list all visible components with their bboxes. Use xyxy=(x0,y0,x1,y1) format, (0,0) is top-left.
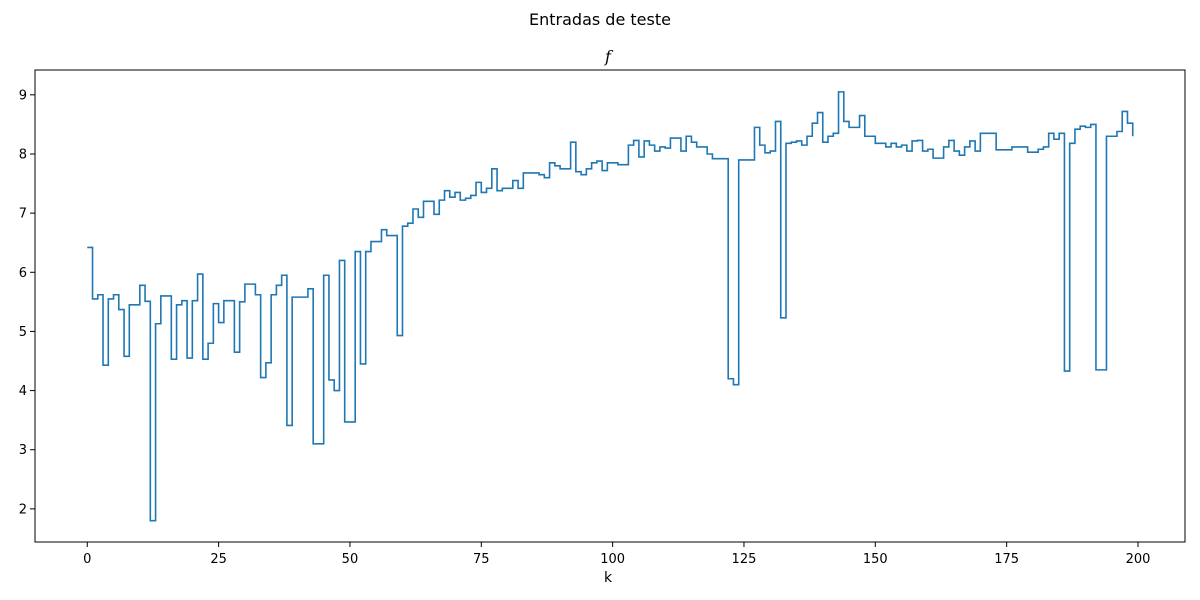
y-tick-label: 3 xyxy=(19,443,27,458)
y-tick-label: 9 xyxy=(19,88,27,103)
x-tick-label: 150 xyxy=(863,552,888,567)
figure-title: Entradas de teste xyxy=(529,10,671,29)
y-tick-label: 2 xyxy=(19,502,27,517)
y-tick-label: 7 xyxy=(19,207,27,222)
x-tick-label: 125 xyxy=(732,552,757,567)
series-line-0 xyxy=(87,91,1134,522)
axes-frame xyxy=(34,69,1186,543)
x-tick-label: 175 xyxy=(994,552,1019,567)
y-tick-label: 4 xyxy=(19,384,27,399)
y-tick-label: 5 xyxy=(19,325,27,340)
x-tick-label: 25 xyxy=(210,552,227,567)
x-axis-label: k xyxy=(604,570,613,586)
y-axis-ticks: 2 3 4 5 6 7 8 9 xyxy=(19,88,35,517)
x-axis-ticks: 0 25 50 75 100 125 150 175 200 xyxy=(83,542,1150,567)
x-tick-label: 75 xyxy=(473,552,490,567)
plot-area xyxy=(34,69,1186,543)
y-tick-label: 8 xyxy=(19,147,27,162)
y-tick-label: 6 xyxy=(19,266,27,281)
axes-title: f xyxy=(604,47,614,66)
x-tick-label: 100 xyxy=(600,552,625,567)
x-tick-label: 0 xyxy=(83,552,91,567)
x-tick-label: 50 xyxy=(342,552,359,567)
x-tick-label: 200 xyxy=(1126,552,1151,567)
